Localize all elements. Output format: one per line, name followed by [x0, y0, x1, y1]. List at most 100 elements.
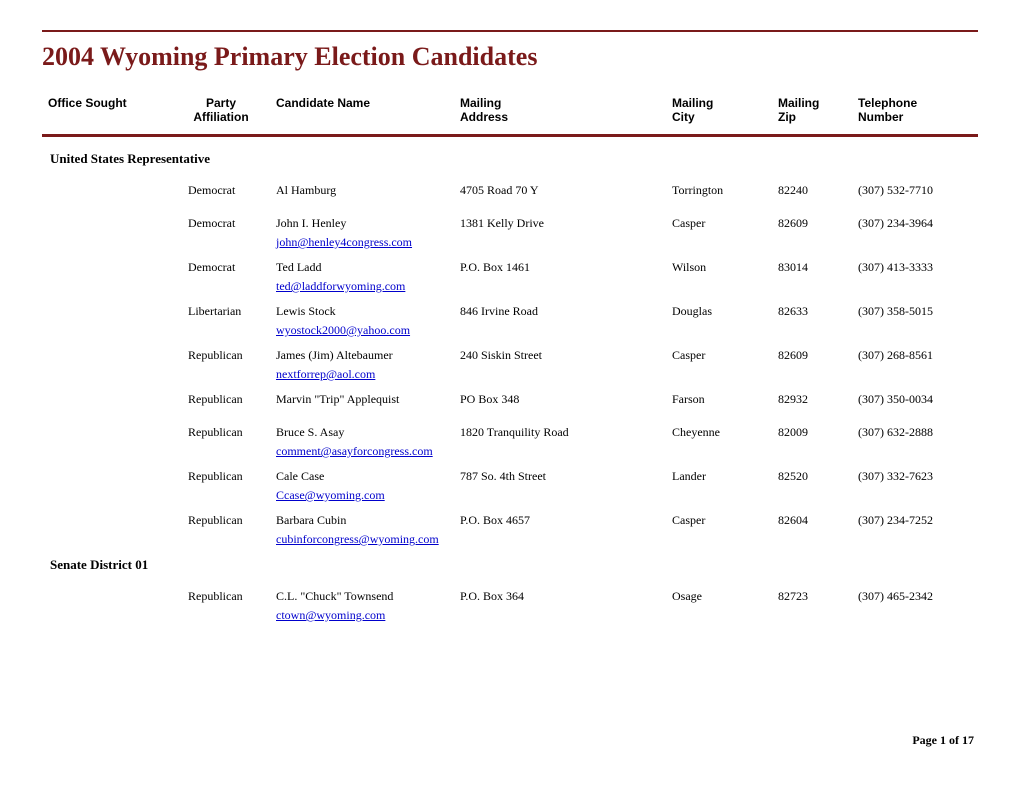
cell-party: Democrat — [166, 183, 276, 198]
cell-telephone: (307) 332-7623 — [858, 469, 968, 484]
table-row: RepublicanBruce S. Asay1820 Tranquility … — [42, 425, 978, 440]
header-office-text: Office Sought — [48, 96, 166, 110]
section-heading: United States Representative — [50, 151, 978, 167]
cell-city: Wilson — [672, 260, 778, 275]
cell-party: Republican — [166, 348, 276, 363]
spacer — [42, 279, 276, 294]
cell-office — [42, 392, 166, 407]
cell-zip: 82633 — [778, 304, 858, 319]
email-row: cubinforcongress@wyoming.com — [42, 532, 978, 547]
table-row: RepublicanMarvin "Trip" ApplequistPO Box… — [42, 392, 978, 407]
cell-telephone: (307) 234-7252 — [858, 513, 968, 528]
cell-telephone: (307) 632-2888 — [858, 425, 968, 440]
spacer — [42, 202, 978, 216]
spacer — [42, 411, 978, 425]
cell-address: 4705 Road 70 Y — [460, 183, 672, 198]
cell-city: Farson — [672, 392, 778, 407]
header-party-l1: Party — [166, 96, 276, 110]
cell-telephone: (307) 234-3964 — [858, 216, 968, 231]
column-headers: Office Sought Party Affiliation Candidat… — [42, 96, 978, 137]
candidate-email-link[interactable]: ctown@wyoming.com — [276, 608, 385, 623]
spacer — [42, 488, 276, 503]
email-row: nextforrep@aol.com — [42, 367, 978, 382]
spacer — [42, 367, 276, 382]
header-zip: Mailing Zip — [778, 96, 858, 124]
email-row: wyostock2000@yahoo.com — [42, 323, 978, 338]
cell-address: P.O. Box 364 — [460, 589, 672, 604]
cell-zip: 82009 — [778, 425, 858, 440]
cell-office — [42, 183, 166, 198]
section-heading: Senate District 01 — [50, 557, 978, 573]
table-row: RepublicanCale Case787 So. 4th StreetLan… — [42, 469, 978, 484]
cell-office — [42, 260, 166, 275]
candidate-email-link[interactable]: comment@asayforcongress.com — [276, 444, 433, 459]
page-title: 2004 Wyoming Primary Election Candidates — [42, 42, 978, 72]
header-zip-l1: Mailing — [778, 96, 858, 110]
candidate-email-link[interactable]: ted@laddforwyoming.com — [276, 279, 405, 294]
cell-city: Casper — [672, 216, 778, 231]
cell-name: Bruce S. Asay — [276, 425, 460, 440]
candidate-email-link[interactable]: Ccase@wyoming.com — [276, 488, 385, 503]
header-city-l1: Mailing — [672, 96, 778, 110]
email-row: john@henley4congress.com — [42, 235, 978, 250]
cell-zip: 82609 — [778, 348, 858, 363]
cell-party: Republican — [166, 425, 276, 440]
header-telephone: Telephone Number — [858, 96, 968, 124]
table-row: RepublicanC.L. "Chuck" TownsendP.O. Box … — [42, 589, 978, 604]
table-row: DemocratJohn I. Henley1381 Kelly DriveCa… — [42, 216, 978, 231]
cell-party: Republican — [166, 469, 276, 484]
table-row: LibertarianLewis Stock846 Irvine RoadDou… — [42, 304, 978, 319]
cell-name: Lewis Stock — [276, 304, 460, 319]
table-row: RepublicanBarbara CubinP.O. Box 4657Casp… — [42, 513, 978, 528]
candidate-email-link[interactable]: john@henley4congress.com — [276, 235, 412, 250]
header-city: Mailing City — [672, 96, 778, 124]
cell-name: John I. Henley — [276, 216, 460, 231]
candidate-email-link[interactable]: cubinforcongress@wyoming.com — [276, 532, 439, 547]
cell-party: Democrat — [166, 260, 276, 275]
cell-name: Marvin "Trip" Applequist — [276, 392, 460, 407]
email-row: ctown@wyoming.com — [42, 608, 978, 623]
email-row: Ccase@wyoming.com — [42, 488, 978, 503]
email-row: comment@asayforcongress.com — [42, 444, 978, 459]
cell-city: Casper — [672, 513, 778, 528]
cell-name: Ted Ladd — [276, 260, 460, 275]
header-name: Candidate Name — [276, 96, 460, 124]
cell-office — [42, 589, 166, 604]
header-office: Office Sought — [42, 96, 166, 124]
header-city-l2: City — [672, 110, 778, 124]
table-row: DemocratTed LaddP.O. Box 1461Wilson83014… — [42, 260, 978, 275]
cell-address: 1820 Tranquility Road — [460, 425, 672, 440]
cell-party: Republican — [166, 513, 276, 528]
spacer — [42, 532, 276, 547]
cell-address: PO Box 348 — [460, 392, 672, 407]
cell-city: Torrington — [672, 183, 778, 198]
cell-office — [42, 348, 166, 363]
top-rule — [42, 30, 978, 32]
cell-zip: 83014 — [778, 260, 858, 275]
cell-name: James (Jim) Altebaumer — [276, 348, 460, 363]
cell-address: P.O. Box 1461 — [460, 260, 672, 275]
cell-city: Cheyenne — [672, 425, 778, 440]
header-party: Party Affiliation — [166, 96, 276, 124]
table-row: DemocratAl Hamburg4705 Road 70 YTorringt… — [42, 183, 978, 198]
cell-name: Barbara Cubin — [276, 513, 460, 528]
header-addr-l2: Address — [460, 110, 672, 124]
candidate-email-link[interactable]: nextforrep@aol.com — [276, 367, 375, 382]
cell-zip: 82240 — [778, 183, 858, 198]
email-row: ted@laddforwyoming.com — [42, 279, 978, 294]
cell-zip: 82723 — [778, 589, 858, 604]
candidate-email-link[interactable]: wyostock2000@yahoo.com — [276, 323, 410, 338]
cell-party: Republican — [166, 589, 276, 604]
cell-city: Lander — [672, 469, 778, 484]
cell-office — [42, 304, 166, 319]
cell-city: Douglas — [672, 304, 778, 319]
cell-name: Al Hamburg — [276, 183, 460, 198]
cell-office — [42, 513, 166, 528]
cell-address: 787 So. 4th Street — [460, 469, 672, 484]
cell-office — [42, 425, 166, 440]
cell-name: Cale Case — [276, 469, 460, 484]
header-tel-l1: Telephone — [858, 96, 968, 110]
cell-telephone: (307) 465-2342 — [858, 589, 968, 604]
header-zip-l2: Zip — [778, 110, 858, 124]
cell-telephone: (307) 350-0034 — [858, 392, 968, 407]
